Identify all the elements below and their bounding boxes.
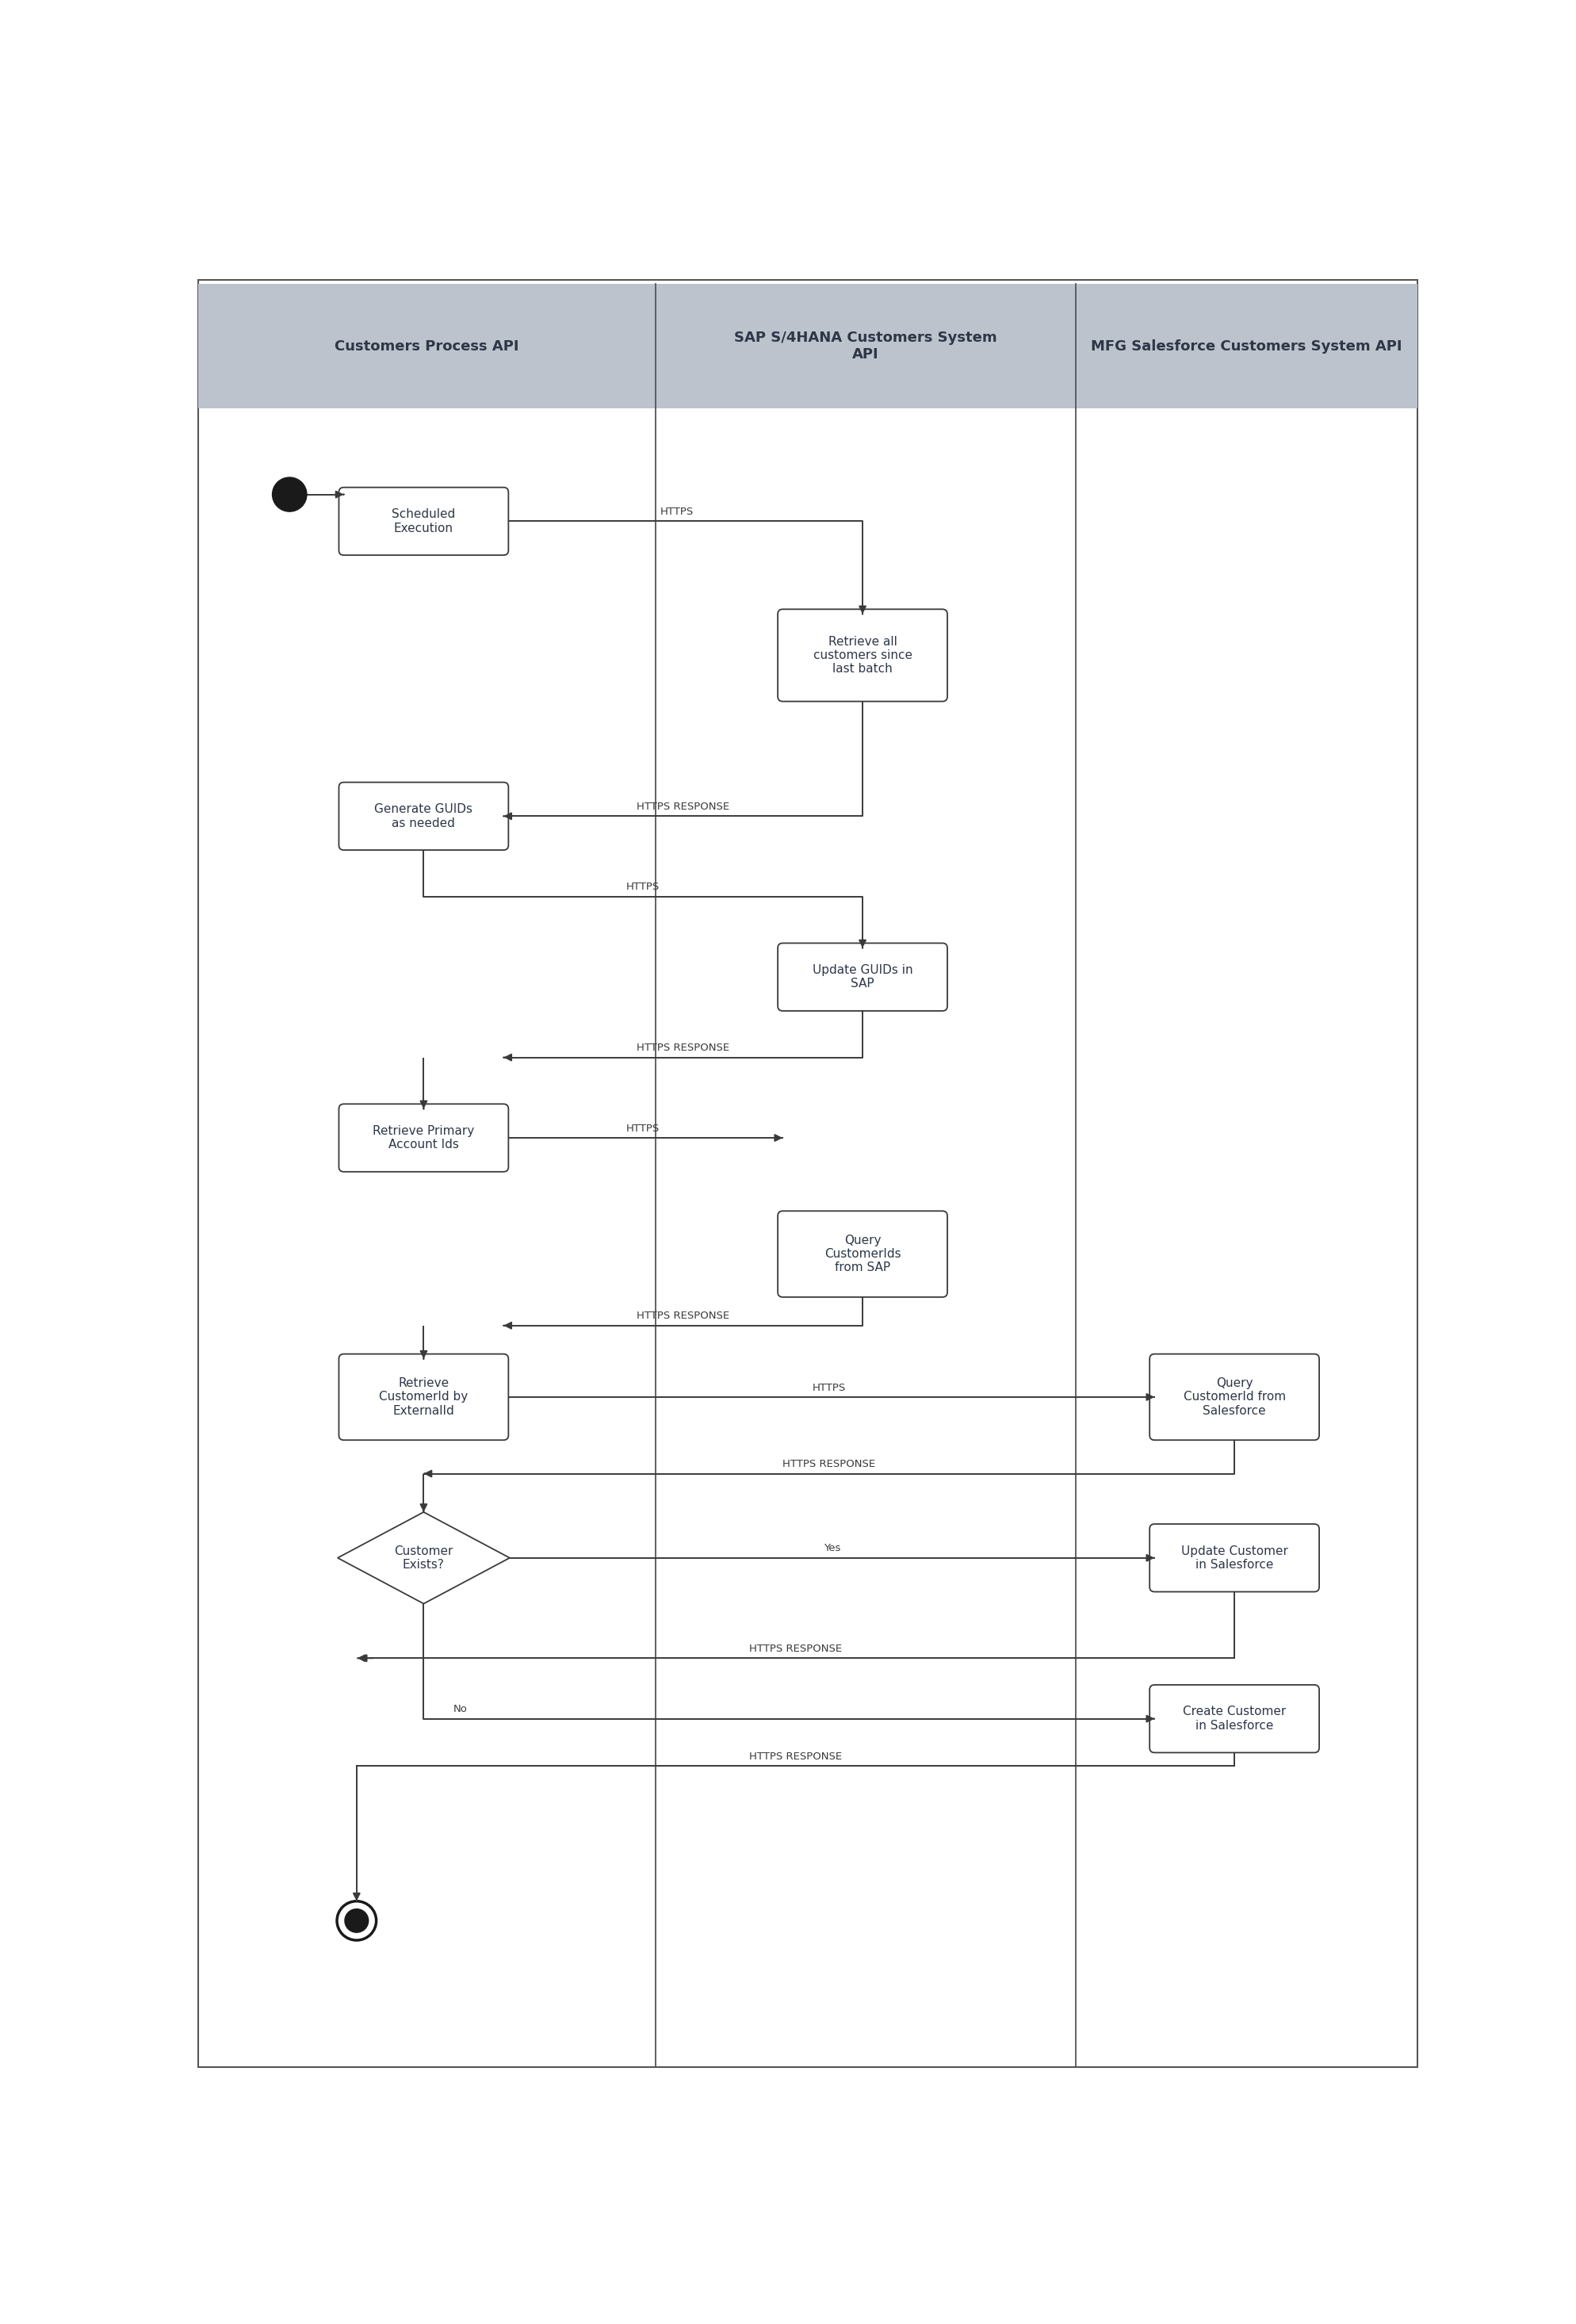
Text: HTTPS RESPONSE: HTTPS RESPONSE — [637, 1043, 730, 1053]
Polygon shape — [337, 1513, 509, 1604]
Text: Query
CustomerId from
Salesforce: Query CustomerId from Salesforce — [1184, 1378, 1286, 1418]
FancyBboxPatch shape — [339, 1355, 509, 1441]
FancyBboxPatch shape — [779, 609, 947, 702]
Text: Create Customer
in Salesforce: Create Customer in Salesforce — [1182, 1706, 1286, 1731]
Text: HTTPS: HTTPS — [812, 1383, 846, 1392]
Text: Customer
Exists?: Customer Exists? — [394, 1545, 454, 1571]
Text: HTTPS: HTTPS — [626, 1122, 660, 1134]
Text: Query
CustomerIds
from SAP: Query CustomerIds from SAP — [824, 1234, 901, 1274]
Text: HTTPS RESPONSE: HTTPS RESPONSE — [749, 1643, 842, 1655]
Text: Update Customer
in Salesforce: Update Customer in Salesforce — [1180, 1545, 1288, 1571]
Circle shape — [345, 1908, 369, 1934]
Text: Retrieve Primary
Account Ids: Retrieve Primary Account Ids — [374, 1125, 474, 1150]
Text: HTTPS RESPONSE: HTTPS RESPONSE — [783, 1459, 875, 1469]
Text: Retrieve all
customers since
last batch: Retrieve all customers since last batch — [813, 634, 913, 674]
Text: SAP S/4HANA Customers System
API: SAP S/4HANA Customers System API — [734, 330, 998, 363]
FancyBboxPatch shape — [199, 279, 1417, 2068]
Text: MFG Salesforce Customers System API: MFG Salesforce Customers System API — [1091, 339, 1403, 353]
Text: HTTPS RESPONSE: HTTPS RESPONSE — [637, 1311, 730, 1322]
FancyBboxPatch shape — [779, 944, 947, 1011]
FancyBboxPatch shape — [199, 284, 1417, 409]
Text: No: No — [454, 1703, 468, 1715]
Text: Retrieve
CustomerId by
ExternalId: Retrieve CustomerId by ExternalId — [380, 1378, 468, 1418]
FancyBboxPatch shape — [339, 1104, 509, 1171]
FancyBboxPatch shape — [339, 488, 509, 555]
Text: Scheduled
Execution: Scheduled Execution — [392, 509, 455, 535]
Text: Generate GUIDs
as needed: Generate GUIDs as needed — [375, 804, 473, 830]
FancyBboxPatch shape — [1149, 1685, 1319, 1752]
Text: HTTPS RESPONSE: HTTPS RESPONSE — [749, 1752, 842, 1762]
FancyBboxPatch shape — [1149, 1355, 1319, 1441]
FancyBboxPatch shape — [779, 1211, 947, 1297]
Text: HTTPS: HTTPS — [660, 507, 693, 516]
Text: Yes: Yes — [824, 1543, 840, 1555]
Text: Update GUIDs in
SAP: Update GUIDs in SAP — [812, 964, 913, 990]
Text: HTTPS RESPONSE: HTTPS RESPONSE — [637, 802, 730, 811]
Text: Customers Process API: Customers Process API — [334, 339, 519, 353]
FancyBboxPatch shape — [1149, 1525, 1319, 1592]
Circle shape — [273, 476, 307, 511]
Text: HTTPS: HTTPS — [626, 883, 660, 892]
FancyBboxPatch shape — [339, 783, 509, 851]
